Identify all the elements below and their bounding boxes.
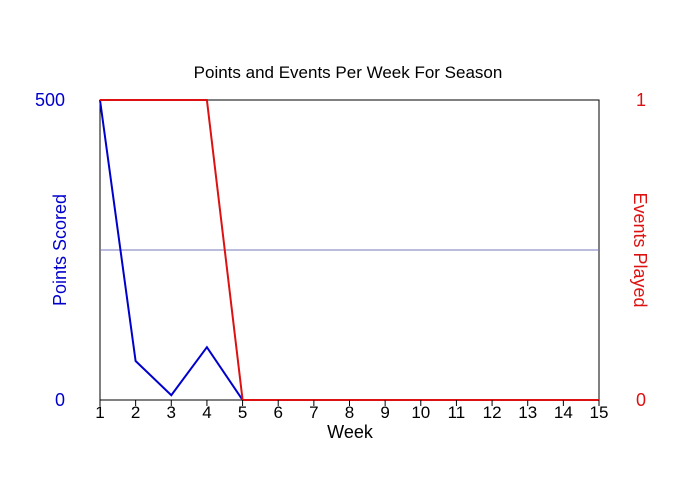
x-tick-label: 1 [95,403,104,422]
x-tick-label: 5 [238,403,247,422]
y-axis-left: 0 500 [35,90,65,410]
x-axis: 1 2 3 4 5 6 7 8 9 10 11 12 13 14 15 [95,400,608,422]
plot-area [99,99,600,401]
y-axis-right-label: Events Played [630,192,650,307]
x-tick-label: 3 [167,403,176,422]
x-tick-label: 2 [131,403,140,422]
x-tick-label: 8 [345,403,354,422]
x-tick-label: 4 [202,403,211,422]
y-axis-right: 01 [636,90,646,410]
y-right-tick-label: 1 [636,90,646,110]
x-tick-label: 12 [483,403,502,422]
y-axis-left-label: Points Scored [50,194,70,306]
x-tick-label: 6 [273,403,282,422]
y-left-tick-label: 0 [55,390,65,410]
x-tick-label: 13 [518,403,537,422]
x-axis-label: Week [327,422,374,442]
y-left-tick-label: 500 [35,90,65,110]
x-tick-label: 10 [411,403,430,422]
chart-title: Points and Events Per Week For Season [194,63,503,82]
x-tick-label: 9 [380,403,389,422]
x-tick-label: 7 [309,403,318,422]
x-tick-label: 15 [590,403,609,422]
x-tick-label: 14 [554,403,573,422]
x-tick-label: 11 [448,403,466,422]
y-right-tick-label: 0 [636,390,646,410]
